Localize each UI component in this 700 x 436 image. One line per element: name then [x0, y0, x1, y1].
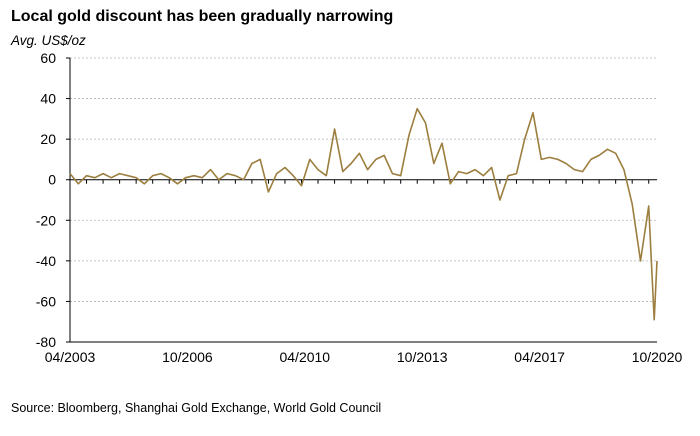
y-tick-label: 0: [48, 172, 56, 188]
x-tick-labels: 04/2003 10/2006 04/2010 10/2013 04/2017 10/20…: [45, 349, 683, 365]
gridlines: [70, 57, 657, 302]
y-tick-label: -80: [36, 334, 56, 350]
x-tick-label: 10/2006: [162, 349, 213, 365]
chart-title: Local gold discount has been gradually n…: [11, 8, 394, 25]
y-tick-label: 40: [40, 91, 56, 107]
x-tick-label: 10/2020: [632, 349, 683, 365]
x-tick-label: 04/2003: [45, 349, 96, 365]
x-tick-label: 04/2010: [279, 349, 330, 365]
y-tick-label: -40: [36, 253, 56, 269]
source-note: Source: Bloomberg, Shanghai Gold Exchang…: [11, 401, 382, 415]
x-tick-label: 04/2017: [514, 349, 565, 365]
x-tick-label: 10/2013: [397, 349, 448, 365]
series-line: [69, 107, 658, 321]
axes: [66, 57, 657, 343]
y-tick-label: 60: [40, 50, 56, 66]
y-tick-label: -60: [36, 293, 56, 309]
y-tick-labels: -80 -60 -40 -20 0 20 40 60: [36, 50, 56, 350]
y-tick-label: 20: [40, 131, 56, 147]
y-tick-label: -20: [36, 212, 56, 228]
y-axis-units-label: Avg. US$/oz: [11, 33, 86, 48]
